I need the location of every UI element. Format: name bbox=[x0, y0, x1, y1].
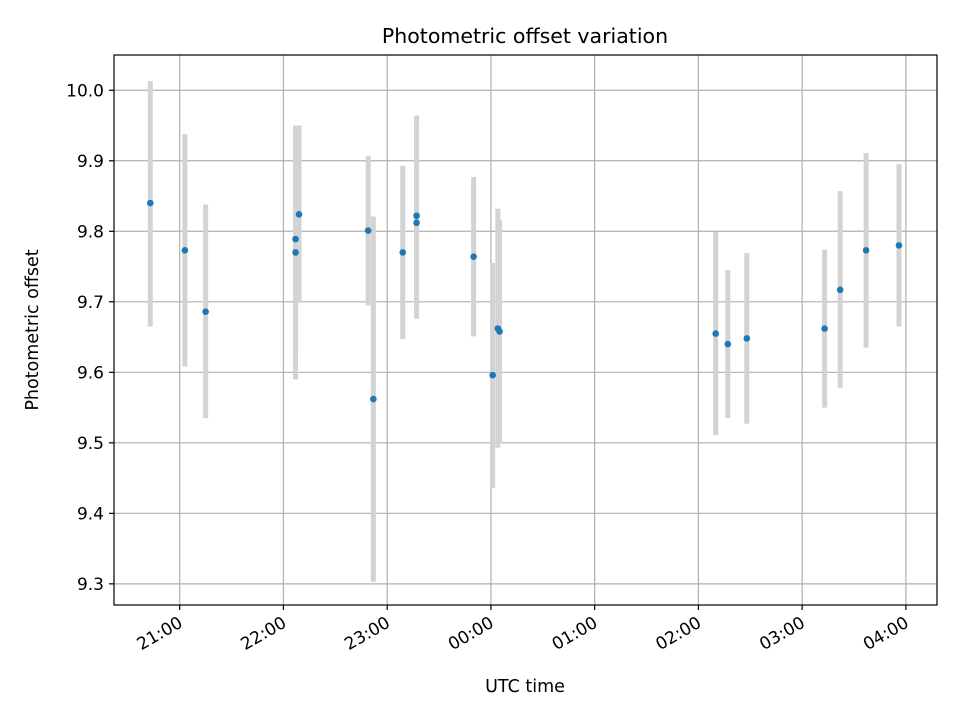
chart-title: Photometric offset variation bbox=[382, 24, 668, 48]
y-tick-label: 9.6 bbox=[77, 363, 104, 383]
y-tick-label: 10.0 bbox=[66, 81, 104, 101]
data-point bbox=[413, 219, 420, 227]
data-point bbox=[862, 247, 870, 254]
y-tick-label: 9.7 bbox=[77, 293, 104, 313]
plot-frame bbox=[113, 54, 938, 606]
data-point bbox=[836, 286, 844, 294]
data-point bbox=[821, 325, 828, 332]
y-tick-label: 9.9 bbox=[77, 152, 104, 172]
y-tick-label: 9.4 bbox=[77, 504, 104, 524]
data-point bbox=[399, 249, 407, 256]
data-point bbox=[295, 211, 303, 218]
data-point bbox=[712, 330, 719, 337]
x-axis-label: UTC time bbox=[485, 677, 565, 697]
data-point bbox=[496, 328, 503, 335]
data-point bbox=[470, 253, 477, 260]
data-point bbox=[147, 199, 154, 207]
data-point bbox=[292, 235, 299, 243]
data-point bbox=[370, 395, 377, 403]
data-point bbox=[895, 242, 903, 249]
data-point bbox=[413, 212, 420, 220]
data-point bbox=[181, 247, 189, 254]
data-point bbox=[364, 227, 372, 234]
data-point bbox=[724, 340, 732, 348]
data-point bbox=[202, 308, 209, 315]
data-point bbox=[292, 249, 299, 256]
y-tick-label: 9.5 bbox=[77, 434, 104, 454]
data-point bbox=[743, 335, 751, 342]
y-tick-label: 9.3 bbox=[77, 575, 104, 595]
grid-lines bbox=[114, 55, 937, 605]
data-points bbox=[147, 199, 903, 403]
y-axis-label: Photometric offset bbox=[23, 249, 43, 410]
data-point bbox=[489, 371, 496, 379]
y-tick-label: 9.8 bbox=[77, 222, 104, 242]
